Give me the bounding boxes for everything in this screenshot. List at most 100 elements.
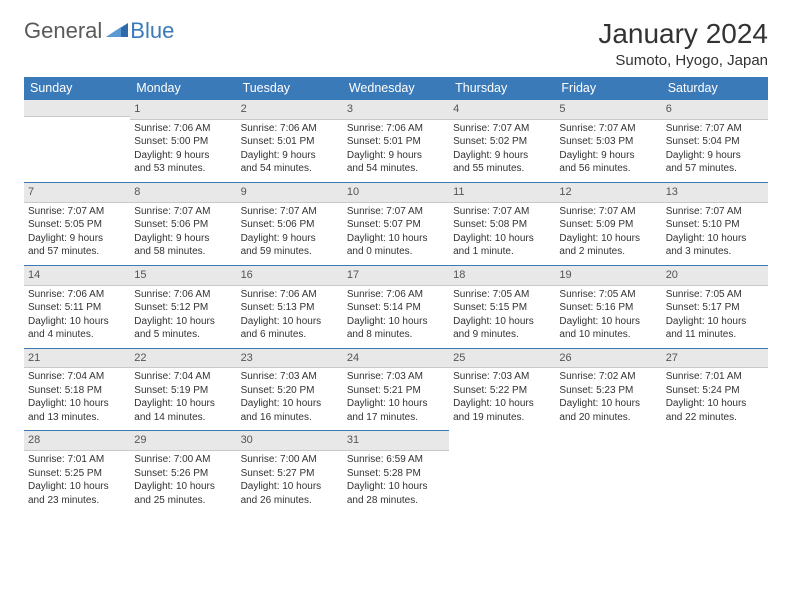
sunrise-line: Sunrise: 7:05 AM	[453, 288, 551, 302]
day-details: Sunrise: 7:07 AMSunset: 5:09 PMDaylight:…	[555, 203, 661, 265]
day-details: Sunrise: 7:03 AMSunset: 5:22 PMDaylight:…	[449, 368, 555, 430]
day-number: 29	[130, 430, 236, 451]
sunset-line: Sunset: 5:21 PM	[347, 384, 445, 398]
sunset-line: Sunset: 5:20 PM	[241, 384, 339, 398]
weekday-header: Tuesday	[237, 77, 343, 99]
day-number: 30	[237, 430, 343, 451]
sunrise-line: Sunrise: 7:01 AM	[666, 370, 764, 384]
day-details: Sunrise: 7:06 AMSunset: 5:13 PMDaylight:…	[237, 286, 343, 348]
sunset-line: Sunset: 5:04 PM	[666, 135, 764, 149]
day-number: 31	[343, 430, 449, 451]
day-details: Sunrise: 7:05 AMSunset: 5:17 PMDaylight:…	[662, 286, 768, 348]
day-details: Sunrise: 7:01 AMSunset: 5:24 PMDaylight:…	[662, 368, 768, 430]
calendar-cell: 31Sunrise: 6:59 AMSunset: 5:28 PMDayligh…	[343, 430, 449, 513]
daylight-line-1: Daylight: 10 hours	[559, 315, 657, 329]
day-number: 12	[555, 182, 661, 203]
day-details: Sunrise: 7:06 AMSunset: 5:11 PMDaylight:…	[24, 286, 130, 348]
sunset-line: Sunset: 5:02 PM	[453, 135, 551, 149]
calendar-cell: 24Sunrise: 7:03 AMSunset: 5:21 PMDayligh…	[343, 348, 449, 431]
day-details: Sunrise: 7:05 AMSunset: 5:16 PMDaylight:…	[555, 286, 661, 348]
calendar-cell: 11Sunrise: 7:07 AMSunset: 5:08 PMDayligh…	[449, 182, 555, 265]
sunrise-line: Sunrise: 7:07 AM	[134, 205, 232, 219]
sunrise-line: Sunrise: 7:07 AM	[666, 205, 764, 219]
sunset-line: Sunset: 5:27 PM	[241, 467, 339, 481]
calendar-cell: 20Sunrise: 7:05 AMSunset: 5:17 PMDayligh…	[662, 265, 768, 348]
empty-cell-body	[555, 430, 661, 488]
daylight-line-1: Daylight: 10 hours	[666, 232, 764, 246]
empty-cell-body	[449, 430, 555, 488]
daylight-line-2: and 1 minute.	[453, 245, 551, 259]
calendar-cell: 2Sunrise: 7:06 AMSunset: 5:01 PMDaylight…	[237, 99, 343, 182]
daylight-line-1: Daylight: 10 hours	[666, 397, 764, 411]
weekday-header: Saturday	[662, 77, 768, 99]
daylight-line-1: Daylight: 9 hours	[241, 232, 339, 246]
day-details: Sunrise: 7:00 AMSunset: 5:26 PMDaylight:…	[130, 451, 236, 513]
daylight-line-1: Daylight: 9 hours	[559, 149, 657, 163]
daylight-line-2: and 10 minutes.	[559, 328, 657, 342]
daylight-line-1: Daylight: 9 hours	[134, 232, 232, 246]
sunset-line: Sunset: 5:17 PM	[666, 301, 764, 315]
empty-cell-body	[662, 430, 768, 488]
day-number: 9	[237, 182, 343, 203]
daylight-line-1: Daylight: 10 hours	[347, 397, 445, 411]
daylight-line-2: and 58 minutes.	[134, 245, 232, 259]
daylight-line-2: and 13 minutes.	[28, 411, 126, 425]
day-details: Sunrise: 7:06 AMSunset: 5:01 PMDaylight:…	[343, 120, 449, 182]
daylight-line-2: and 59 minutes.	[241, 245, 339, 259]
day-number: 10	[343, 182, 449, 203]
day-number: 28	[24, 430, 130, 451]
day-number: 25	[449, 348, 555, 369]
day-details: Sunrise: 6:59 AMSunset: 5:28 PMDaylight:…	[343, 451, 449, 513]
daylight-line-1: Daylight: 10 hours	[241, 480, 339, 494]
calendar-cell	[555, 430, 661, 513]
calendar-cell: 9Sunrise: 7:07 AMSunset: 5:06 PMDaylight…	[237, 182, 343, 265]
sunrise-line: Sunrise: 7:07 AM	[453, 205, 551, 219]
weekday-header-row: SundayMondayTuesdayWednesdayThursdayFrid…	[24, 77, 768, 99]
calendar-cell: 29Sunrise: 7:00 AMSunset: 5:26 PMDayligh…	[130, 430, 236, 513]
calendar-cell: 28Sunrise: 7:01 AMSunset: 5:25 PMDayligh…	[24, 430, 130, 513]
weekday-header: Monday	[130, 77, 236, 99]
sunrise-line: Sunrise: 7:06 AM	[347, 288, 445, 302]
daylight-line-2: and 20 minutes.	[559, 411, 657, 425]
weekday-header: Friday	[555, 77, 661, 99]
sunset-line: Sunset: 5:15 PM	[453, 301, 551, 315]
daylight-line-2: and 23 minutes.	[28, 494, 126, 508]
day-number: 19	[555, 265, 661, 286]
day-details: Sunrise: 7:07 AMSunset: 5:04 PMDaylight:…	[662, 120, 768, 182]
daylight-line-2: and 28 minutes.	[347, 494, 445, 508]
day-number: 21	[24, 348, 130, 369]
day-details: Sunrise: 7:02 AMSunset: 5:23 PMDaylight:…	[555, 368, 661, 430]
sunrise-line: Sunrise: 7:05 AM	[666, 288, 764, 302]
day-number: 17	[343, 265, 449, 286]
day-details: Sunrise: 7:07 AMSunset: 5:07 PMDaylight:…	[343, 203, 449, 265]
daylight-line-2: and 11 minutes.	[666, 328, 764, 342]
day-details: Sunrise: 7:06 AMSunset: 5:12 PMDaylight:…	[130, 286, 236, 348]
day-number: 27	[662, 348, 768, 369]
calendar-cell: 14Sunrise: 7:06 AMSunset: 5:11 PMDayligh…	[24, 265, 130, 348]
day-number: 22	[130, 348, 236, 369]
calendar-cell: 5Sunrise: 7:07 AMSunset: 5:03 PMDaylight…	[555, 99, 661, 182]
sunset-line: Sunset: 5:28 PM	[347, 467, 445, 481]
daylight-line-2: and 25 minutes.	[134, 494, 232, 508]
daylight-line-1: Daylight: 10 hours	[347, 480, 445, 494]
calendar-cell	[24, 99, 130, 182]
day-number: 24	[343, 348, 449, 369]
weekday-header: Thursday	[449, 77, 555, 99]
calendar-week-row: 1Sunrise: 7:06 AMSunset: 5:00 PMDaylight…	[24, 99, 768, 182]
day-details: Sunrise: 7:01 AMSunset: 5:25 PMDaylight:…	[24, 451, 130, 513]
month-title: January 2024	[598, 18, 768, 50]
daylight-line-1: Daylight: 10 hours	[347, 315, 445, 329]
calendar-cell: 21Sunrise: 7:04 AMSunset: 5:18 PMDayligh…	[24, 348, 130, 431]
location: Sumoto, Hyogo, Japan	[598, 52, 768, 69]
daylight-line-2: and 55 minutes.	[453, 162, 551, 176]
daylight-line-2: and 57 minutes.	[666, 162, 764, 176]
calendar-week-row: 7Sunrise: 7:07 AMSunset: 5:05 PMDaylight…	[24, 182, 768, 265]
calendar-cell	[662, 430, 768, 513]
day-number: 11	[449, 182, 555, 203]
weekday-header: Wednesday	[343, 77, 449, 99]
calendar-cell: 6Sunrise: 7:07 AMSunset: 5:04 PMDaylight…	[662, 99, 768, 182]
calendar-cell: 27Sunrise: 7:01 AMSunset: 5:24 PMDayligh…	[662, 348, 768, 431]
day-details: Sunrise: 7:06 AMSunset: 5:00 PMDaylight:…	[130, 120, 236, 182]
sunrise-line: Sunrise: 7:05 AM	[559, 288, 657, 302]
daylight-line-1: Daylight: 9 hours	[241, 149, 339, 163]
